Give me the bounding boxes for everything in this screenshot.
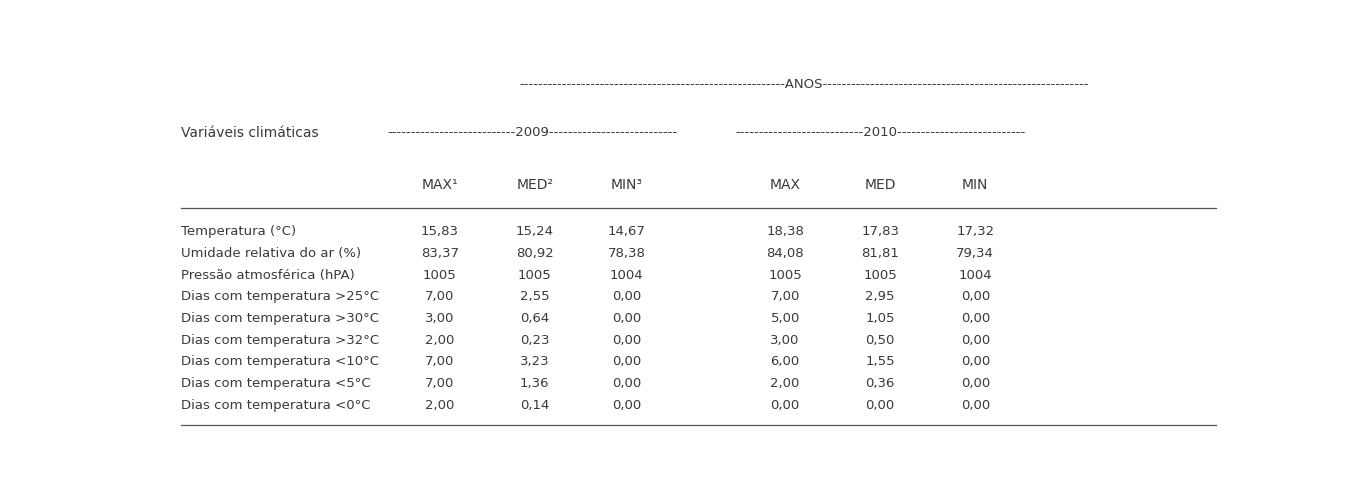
Text: 3,23: 3,23 [521,355,549,367]
Text: 15,83: 15,83 [421,225,459,238]
Text: MED: MED [864,178,895,192]
Text: MIN: MIN [962,178,988,192]
Text: 0,00: 0,00 [961,311,990,324]
Text: 0,00: 0,00 [961,398,990,411]
Text: 80,92: 80,92 [517,246,553,259]
Text: 6,00: 6,00 [770,355,800,367]
Text: Dias com temperatura >30°C: Dias com temperatura >30°C [181,311,379,324]
Text: --------------------------------------------------------ANOS--------------------: ----------------------------------------… [519,77,1089,91]
Text: 0,36: 0,36 [866,376,895,389]
Text: 7,00: 7,00 [425,290,454,302]
Text: 0,50: 0,50 [866,333,895,346]
Text: MIN³: MIN³ [611,178,643,192]
Text: 1,05: 1,05 [866,311,895,324]
Text: Dias com temperatura >32°C: Dias com temperatura >32°C [181,333,379,346]
Text: MAX¹: MAX¹ [421,178,458,192]
Text: 0,00: 0,00 [961,290,990,302]
Text: 0,00: 0,00 [612,290,642,302]
Text: 0,23: 0,23 [521,333,549,346]
Text: 7,00: 7,00 [425,355,454,367]
Text: 0,00: 0,00 [866,398,895,411]
Text: Umidade relativa do ar (%): Umidade relativa do ar (%) [181,246,361,259]
Text: 0,00: 0,00 [961,376,990,389]
Text: 1005: 1005 [518,268,552,281]
Text: Variáveis climáticas: Variáveis climáticas [181,126,319,139]
Text: Temperatura (°C): Temperatura (°C) [181,225,296,238]
Text: 18,38: 18,38 [766,225,804,238]
Text: 1,55: 1,55 [866,355,895,367]
Text: 1005: 1005 [423,268,457,281]
Text: Pressão atmosférica (hPA): Pressão atmosférica (hPA) [181,268,354,281]
Text: 17,32: 17,32 [957,225,995,238]
Text: 3,00: 3,00 [770,333,800,346]
Text: 0,00: 0,00 [612,333,642,346]
Text: ---------------------------2009---------------------------: ---------------------------2009---------… [387,126,677,139]
Text: 0,00: 0,00 [612,398,642,411]
Text: 3,00: 3,00 [425,311,454,324]
Text: 1005: 1005 [769,268,801,281]
Text: 79,34: 79,34 [957,246,994,259]
Text: MAX: MAX [770,178,800,192]
Text: 84,08: 84,08 [766,246,804,259]
Text: MED²: MED² [517,178,553,192]
Text: Dias com temperatura <5°C: Dias com temperatura <5°C [181,376,371,389]
Text: Dias com temperatura <0°C: Dias com temperatura <0°C [181,398,371,411]
Text: 5,00: 5,00 [770,311,800,324]
Text: Dias com temperatura >25°C: Dias com temperatura >25°C [181,290,379,302]
Text: 1004: 1004 [958,268,992,281]
Text: 2,00: 2,00 [425,333,454,346]
Text: 15,24: 15,24 [515,225,553,238]
Text: 0,00: 0,00 [612,355,642,367]
Text: 0,14: 0,14 [521,398,549,411]
Text: 0,00: 0,00 [961,355,990,367]
Text: 1005: 1005 [863,268,897,281]
Text: 0,00: 0,00 [612,376,642,389]
Text: 83,37: 83,37 [421,246,459,259]
Text: 0,64: 0,64 [521,311,549,324]
Text: 81,81: 81,81 [861,246,900,259]
Text: 17,83: 17,83 [861,225,900,238]
Text: 0,00: 0,00 [961,333,990,346]
Text: 1,36: 1,36 [521,376,549,389]
Text: Dias com temperatura <10°C: Dias com temperatura <10°C [181,355,379,367]
Text: 14,67: 14,67 [608,225,646,238]
Text: 2,00: 2,00 [770,376,800,389]
Text: 7,00: 7,00 [425,376,454,389]
Text: 2,95: 2,95 [866,290,895,302]
Text: 0,00: 0,00 [612,311,642,324]
Text: 0,00: 0,00 [770,398,800,411]
Text: 7,00: 7,00 [770,290,800,302]
Text: ---------------------------2010---------------------------: ---------------------------2010---------… [735,126,1025,139]
Text: 2,00: 2,00 [425,398,454,411]
Text: 78,38: 78,38 [608,246,646,259]
Text: 2,55: 2,55 [521,290,549,302]
Text: 1004: 1004 [609,268,643,281]
